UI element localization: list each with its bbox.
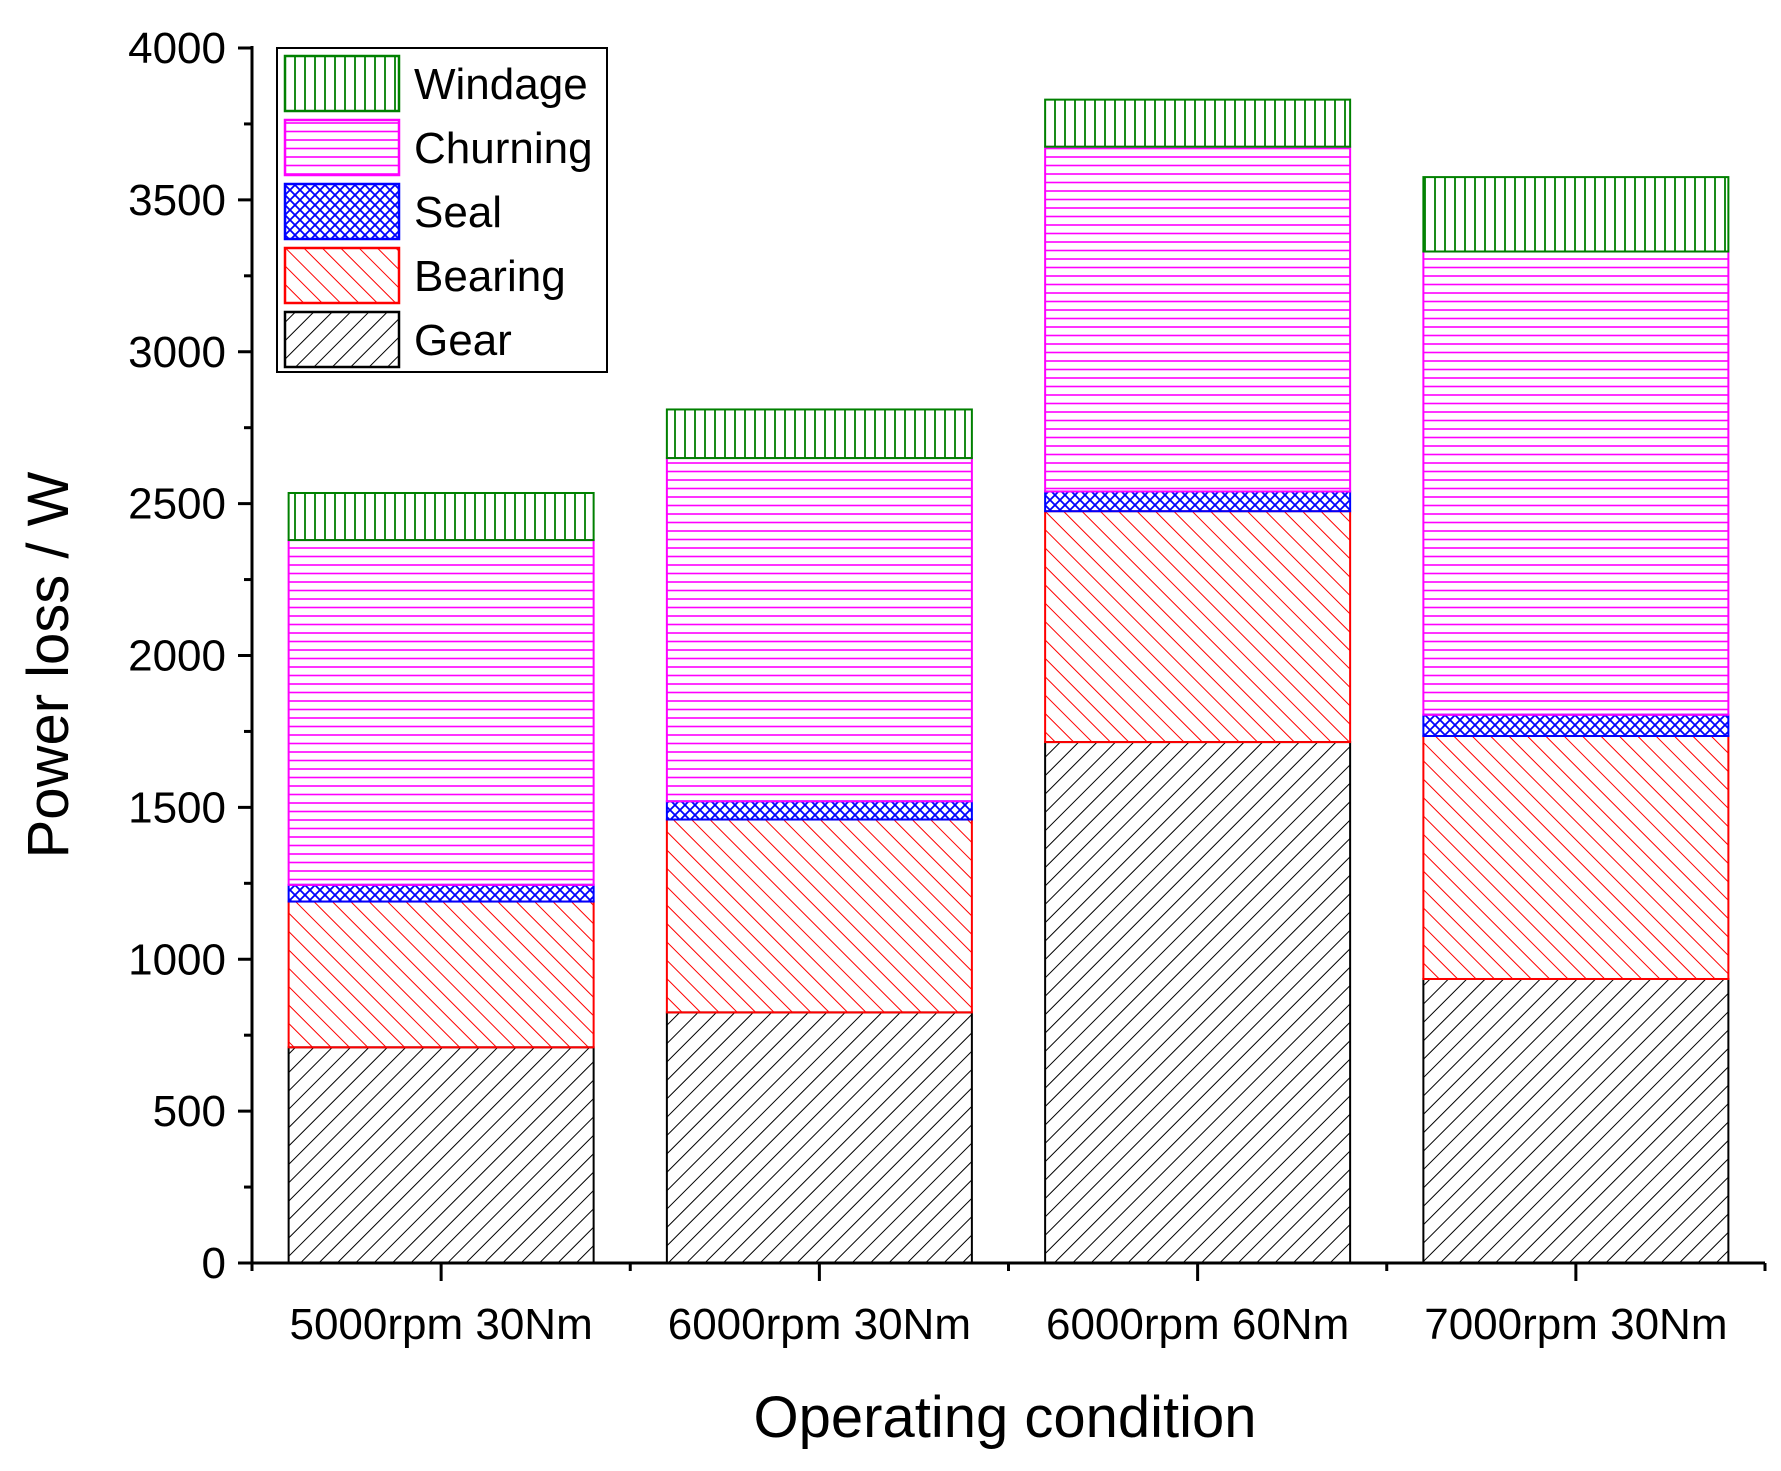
y-tick-label: 0	[202, 1239, 226, 1288]
legend-swatch-seal	[283, 182, 401, 241]
legend-swatch-windage	[283, 54, 401, 113]
bars-layer	[287, 98, 1730, 1265]
legend-label-churning: Churning	[414, 124, 593, 173]
y-tick-label: 3500	[128, 176, 226, 225]
legend-label-gear: Gear	[414, 316, 512, 365]
bar-segment-seal-2	[665, 800, 973, 821]
bar-segment-churning-1	[287, 539, 595, 886]
legend-label-seal: Seal	[414, 188, 502, 237]
bar-segment-gear-3	[1044, 741, 1352, 1264]
bar-segment-gear-4	[1422, 977, 1730, 1265]
x-axis: 5000rpm 30Nm 6000rpm 30Nm 6000rpm 60Nm 7000…	[250, 1261, 1767, 1349]
bar-segment-seal-1	[287, 883, 595, 903]
y-tick-label: 1000	[128, 935, 226, 984]
y-axis: 0 500 1000 1500 2000 2500 3000 3500 4000	[128, 24, 254, 1288]
y-tick-label: 4000	[128, 24, 226, 73]
bar-segment-churning-4	[1422, 250, 1730, 716]
y-tick-label: 2500	[128, 480, 226, 529]
x-tick-label: 6000rpm 30Nm	[668, 1300, 971, 1349]
bar-segment-bearing-4	[1422, 734, 1730, 980]
legend-label-bearing: Bearing	[414, 252, 566, 301]
bar-segment-gear-1	[287, 1046, 595, 1265]
bar-segment-windage-3	[1044, 98, 1352, 148]
legend-swatch-gear	[283, 310, 401, 369]
bar-segment-bearing-3	[1044, 510, 1352, 744]
legend: Windage Churning Seal Bearing Gear	[276, 47, 608, 373]
bar-segment-churning-3	[1044, 145, 1352, 493]
bar-segment-churning-2	[665, 457, 973, 803]
y-tick-label: 1500	[128, 783, 226, 832]
bar-segment-bearing-1	[287, 900, 595, 1049]
legend-label-windage: Windage	[414, 60, 588, 109]
legend-swatch-churning	[283, 118, 401, 177]
bar-segment-windage-2	[665, 408, 973, 460]
x-tick-label: 7000rpm 30Nm	[1424, 1300, 1727, 1349]
y-tick-label: 2000	[128, 632, 226, 681]
y-axis-title: Power loss / W	[16, 471, 81, 858]
y-tick-label: 3000	[128, 328, 226, 377]
bar-segment-windage-1	[287, 491, 595, 542]
bar-segment-seal-3	[1044, 490, 1352, 513]
y-tick-label: 500	[153, 1087, 226, 1136]
bar-segment-gear-2	[665, 1011, 973, 1264]
legend-swatch-bearing	[283, 246, 401, 305]
bar-segment-seal-4	[1422, 713, 1730, 737]
bar-segment-windage-4	[1422, 176, 1730, 253]
x-axis-title: Operating condition	[754, 1385, 1257, 1450]
x-tick-label: 6000rpm 60Nm	[1046, 1300, 1349, 1349]
bar-segment-bearing-2	[665, 818, 973, 1014]
x-tick-label: 5000rpm 30Nm	[289, 1300, 592, 1349]
